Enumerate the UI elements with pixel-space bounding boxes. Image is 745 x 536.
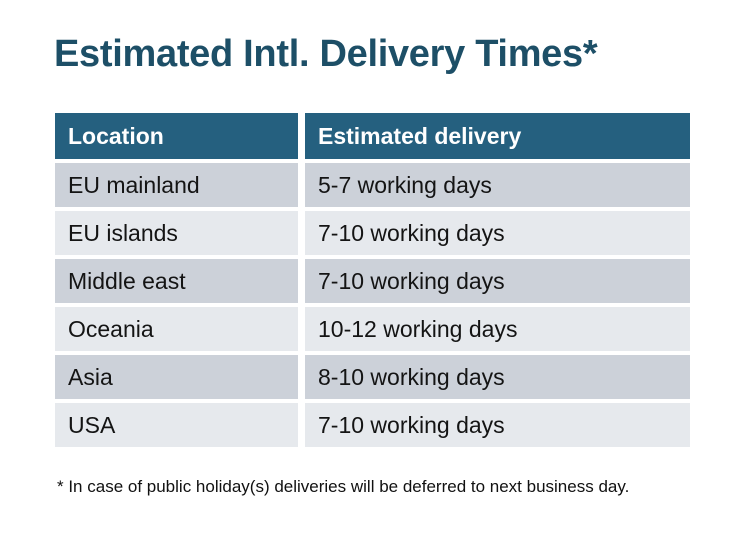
delivery-cell: 7-10 working days xyxy=(305,259,690,303)
delivery-cell: 7-10 working days xyxy=(305,211,690,255)
location-cell: Middle east xyxy=(55,259,298,303)
delivery-table: Location Estimated delivery EU mainland … xyxy=(55,113,690,447)
delivery-cell: 8-10 working days xyxy=(305,355,690,399)
footnote: * In case of public holiday(s) deliverie… xyxy=(57,477,630,496)
column-header-delivery: Estimated delivery xyxy=(305,113,690,159)
location-cell: Oceania xyxy=(55,307,298,351)
location-cell: EU islands xyxy=(55,211,298,255)
page-title: Estimated Intl. Delivery Times* xyxy=(54,33,598,75)
delivery-cell: 10-12 working days xyxy=(305,307,690,351)
location-cell: Asia xyxy=(55,355,298,399)
location-cell: EU mainland xyxy=(55,163,298,207)
location-cell: USA xyxy=(55,403,298,447)
delivery-cell: 5-7 working days xyxy=(305,163,690,207)
column-header-location: Location xyxy=(55,113,298,159)
delivery-cell: 7-10 working days xyxy=(305,403,690,447)
